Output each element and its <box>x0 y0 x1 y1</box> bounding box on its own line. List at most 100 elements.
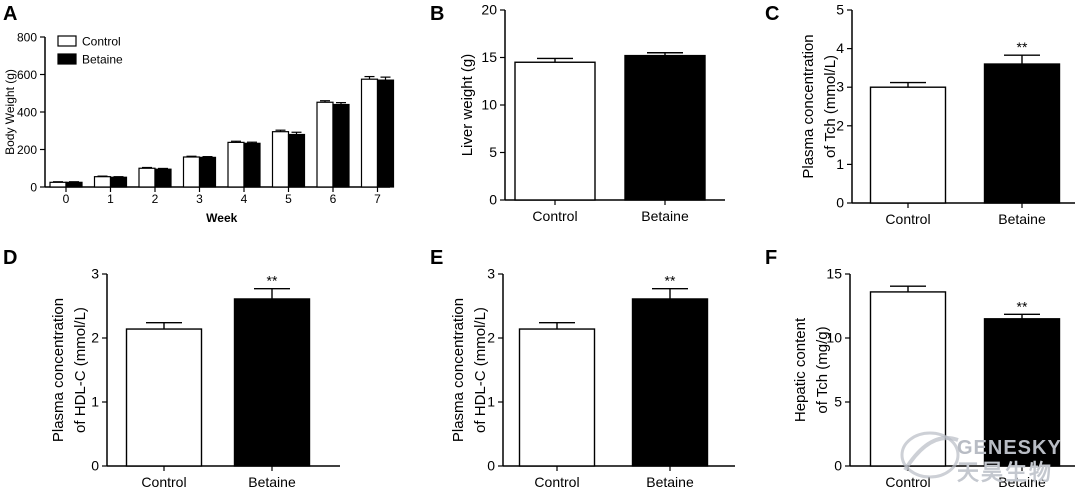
panel-b: B 0 5 10 15 20 Liver weight (g) Control Betaine <box>430 2 725 224</box>
x-tick-label: Control <box>141 474 186 489</box>
y-tick-label: 4 <box>836 40 844 56</box>
y-tick-label: 0 <box>91 458 99 474</box>
bar-betaine <box>624 54 706 201</box>
bar-betaine <box>154 168 172 188</box>
bar-betaine <box>109 176 128 188</box>
y-tick-label: 2 <box>91 330 99 346</box>
y-tick-label: 400 <box>17 106 37 120</box>
bar-control <box>869 86 947 204</box>
significance-marker: ** <box>267 273 278 289</box>
y-axis-label: Liver weight (g) <box>459 54 476 157</box>
x-tick-label: 5 <box>285 192 292 206</box>
y-tick-label: 3 <box>487 266 495 282</box>
significance-marker: ** <box>1017 39 1028 55</box>
y-axis-label-line: Plasma concentration <box>50 298 67 442</box>
bar-control <box>316 101 334 188</box>
y-tick-label: 0 <box>30 181 37 195</box>
significance-marker: ** <box>1017 298 1028 314</box>
panel-letter: F <box>765 247 777 269</box>
y-axis-label-line: of Tch (mg/g) <box>814 326 831 413</box>
bar-betaine <box>198 156 217 188</box>
bar-control <box>93 176 112 188</box>
bar-control <box>514 61 596 201</box>
y-tick-label: 0 <box>834 458 842 474</box>
legend-label: Control <box>82 35 121 49</box>
y-tick-label: 1 <box>487 394 495 410</box>
x-tick-label: Control <box>532 208 577 224</box>
bar-control <box>518 328 596 467</box>
x-tick-label: Betaine <box>248 474 296 489</box>
y-tick-label: 10 <box>481 97 497 113</box>
legend-swatch <box>57 35 77 47</box>
panel-a: A 0 200 400 600 800 Body Weight (g) 0 1 2 3 4 5 6 7 Con… <box>3 3 395 225</box>
bar-control <box>360 78 379 188</box>
y-tick-label: 15 <box>481 49 497 65</box>
y-tick-label: 5 <box>836 2 844 18</box>
panel-letter: C <box>765 3 779 25</box>
y-tick-label: 5 <box>834 394 842 410</box>
panel-f: F 0 5 10 15 Hepatic content of Tch (mg/g) Contr… <box>765 247 1075 489</box>
y-tick-label: 0 <box>836 195 844 211</box>
panel-letter: D <box>3 247 17 269</box>
bar-betaine <box>233 298 311 467</box>
legend-label: Betaine <box>82 53 123 67</box>
bar-betaine <box>65 181 83 188</box>
y-tick-label: 1 <box>836 156 844 172</box>
bar-control <box>271 131 290 188</box>
bar-betaine <box>983 63 1061 204</box>
y-tick-label: 3 <box>91 266 99 282</box>
x-tick-label: 7 <box>374 192 381 206</box>
bar-control <box>138 167 156 188</box>
watermark-swoosh <box>903 436 959 472</box>
bar-control <box>182 156 201 188</box>
x-tick-label: 2 <box>152 192 159 206</box>
x-tick-label: Control <box>534 474 579 489</box>
x-tick-label: 0 <box>63 192 70 206</box>
x-tick-label: 1 <box>107 192 114 206</box>
y-axis-label-line: of HDL-C (mmol/L) <box>472 307 489 433</box>
y-tick-label: 10 <box>826 330 842 346</box>
x-tick-label: Control <box>885 474 930 489</box>
watermark-emblem <box>900 431 960 479</box>
x-tick-label: 6 <box>330 192 337 206</box>
x-tick-label: Betaine <box>998 211 1046 227</box>
y-tick-label: 20 <box>481 2 497 18</box>
y-axis-label-line: Plasma concentration <box>800 34 817 178</box>
x-tick-label: Betaine <box>641 208 689 224</box>
x-tick-label: Betaine <box>646 474 694 489</box>
y-tick-label: 15 <box>826 266 842 282</box>
x-tick-label: 4 <box>241 192 248 206</box>
y-axis-label-line: of Tch (mmol/L) <box>822 55 839 158</box>
y-tick-label: 0 <box>487 458 495 474</box>
watermark-brand-cn: 天昊生物 <box>957 460 1053 485</box>
y-tick-label: 200 <box>17 143 37 157</box>
legend-swatch <box>57 53 77 65</box>
bar-betaine <box>983 318 1061 467</box>
bar-betaine <box>243 142 261 188</box>
x-axis-label: Week <box>206 211 237 225</box>
y-tick-label: 1 <box>91 394 99 410</box>
y-tick-label: 5 <box>489 144 497 160</box>
y-axis-label-line: Hepatic content <box>792 317 809 422</box>
bar-betaine <box>376 79 395 188</box>
y-tick-label: 2 <box>836 117 844 133</box>
panel-e: E 0 1 2 3 Plasma concentration of HDL-C (mmol/… <box>430 247 735 489</box>
panel-d: D 0 1 2 3 Plasma concentration of HDL-C (mmol/… <box>3 247 340 489</box>
bar-betaine <box>332 103 350 188</box>
bar-betaine <box>631 298 709 467</box>
x-tick-label: Betaine <box>998 474 1046 489</box>
y-axis-label: Body Weight (g) <box>3 69 17 155</box>
y-axis-label-line: of HDL-C (mmol/L) <box>72 307 89 433</box>
panel-letter: A <box>3 3 17 25</box>
x-tick-label: Control <box>885 211 930 227</box>
y-tick-label: 2 <box>487 330 495 346</box>
significance-marker: ** <box>665 273 676 289</box>
y-tick-label: 0 <box>489 192 497 208</box>
panel-letter: B <box>430 3 444 25</box>
y-tick-label: 800 <box>17 31 37 45</box>
bar-control <box>125 328 203 467</box>
watermark-brand: GENESKY <box>957 437 1062 459</box>
x-tick-label: 3 <box>196 192 203 206</box>
